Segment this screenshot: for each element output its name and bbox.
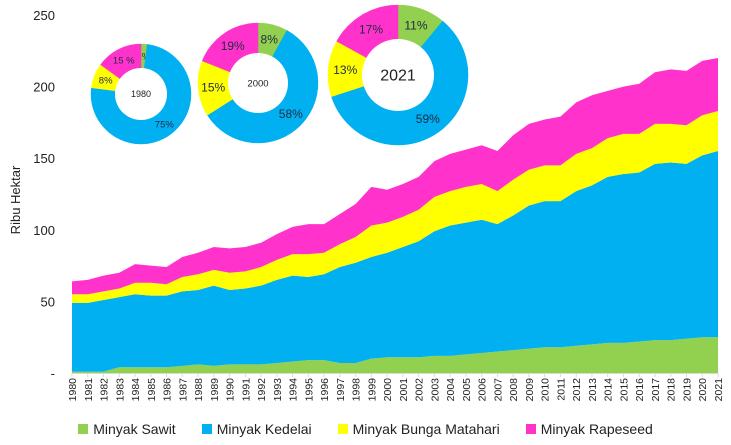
- x-tick-label: 1983: [114, 378, 126, 402]
- area-minyak-rapeseed: [72, 57, 718, 295]
- x-tick-label: 1988: [193, 378, 205, 402]
- x-tick-label: 2017: [650, 378, 662, 402]
- x-tick-label: 2009: [524, 378, 536, 402]
- legend-label: Minyak Sawit: [93, 421, 176, 437]
- y-tick-label: 100: [33, 223, 55, 238]
- legend-item-rapeseed: Minyak Rapeseed: [525, 418, 653, 440]
- donut-slice-label: 59%: [416, 112, 440, 126]
- donut-slice-label: 2%: [137, 51, 151, 62]
- x-tick-label: 2012: [571, 378, 583, 402]
- legend-item-kedelai: Minyak Kedelai: [201, 418, 312, 440]
- x-tick-label: 2002: [414, 378, 426, 402]
- x-tick-label: 2003: [429, 378, 441, 402]
- legend: Minyak Sawit Minyak Kedelai Minyak Bunga…: [0, 418, 731, 440]
- donut-slice-label: 11%: [404, 18, 427, 32]
- donut-2000: 8% 58% 15% 19% 2000: [197, 22, 319, 144]
- donut-center-label: 2000: [247, 78, 268, 89]
- donut-slice-label: 75%: [155, 119, 175, 130]
- legend-swatch: [337, 424, 348, 434]
- x-tick-label: 1996: [319, 378, 331, 402]
- donut-1980: 2% 75% 8%15 % 1980: [90, 43, 192, 145]
- x-tick-label: 2021: [713, 378, 725, 402]
- x-tick-label: 1991: [240, 378, 252, 402]
- x-tick-label: 2006: [477, 378, 489, 402]
- donut-2021: 11% 59% 13% 17% 2021: [327, 4, 469, 146]
- donut-center-label: 2021: [380, 68, 416, 85]
- y-tick-label: 250: [33, 8, 55, 23]
- area-minyak-kedelai: [72, 151, 718, 372]
- x-axis: 1980 1981 1982 1983 1984 1985 1986 1987 1988 1989…: [67, 373, 725, 401]
- donut-center-label: 1980: [131, 89, 151, 99]
- y-axis-label: Ribu Hektar: [8, 165, 23, 234]
- x-tick-label: 1984: [130, 378, 142, 402]
- donut-slice-label: 8%: [99, 75, 113, 86]
- x-tick-label: 2011: [555, 378, 567, 401]
- donut-slice-label: 17%: [359, 23, 383, 37]
- y-tick-label: 150: [33, 151, 55, 166]
- donut-charts: 2%75%8%15 %19808%58%15%19%200011%59%13%1…: [90, 4, 469, 146]
- donut-slice-label: 13%: [333, 63, 357, 77]
- legend-swatch: [201, 424, 212, 434]
- x-tick-label: 2013: [587, 378, 599, 402]
- legend-swatch: [525, 424, 536, 434]
- legend-item-sawit: Minyak Sawit: [78, 418, 176, 440]
- y-tick-label: 200: [33, 80, 55, 95]
- x-tick-label: 1993: [272, 378, 284, 402]
- x-tick-label: 2010: [540, 378, 552, 402]
- donut-slice-label: 19%: [221, 39, 245, 53]
- x-tick-label: 1995: [303, 378, 315, 402]
- x-tick-label: 1980: [67, 378, 79, 402]
- area-minyak-sawit: [72, 337, 718, 373]
- legend-label: Minyak Kedelai: [216, 421, 312, 437]
- x-tick-label: 2007: [492, 378, 504, 402]
- donut-slice-label: 15 %: [113, 55, 135, 66]
- y-tick-label: -: [51, 366, 55, 381]
- x-tick-label: 2014: [603, 378, 615, 402]
- x-tick-label: 1987: [177, 378, 189, 402]
- x-tick-label: 1998: [351, 378, 363, 402]
- x-tick-label: 2005: [461, 378, 473, 402]
- legend-label: Minyak Bunga Matahari: [352, 421, 500, 437]
- donut-hole: [115, 68, 167, 120]
- donut-slice-label: 58%: [279, 107, 303, 121]
- donut-slice-label: 8%: [261, 33, 279, 47]
- x-tick-label: 2015: [618, 378, 630, 402]
- donut-hole: [228, 53, 288, 113]
- x-tick-label: 1981: [83, 378, 95, 402]
- x-tick-label: 2019: [681, 378, 693, 402]
- x-tick-label: 2001: [398, 378, 410, 402]
- x-tick-label: 1992: [256, 378, 268, 402]
- legend-swatch: [78, 424, 89, 434]
- x-tick-label: 1986: [162, 378, 174, 402]
- x-tick-label: 1989: [209, 378, 221, 402]
- y-axis: - 50 100 150 200 250: [33, 8, 55, 381]
- x-tick-label: 2000: [382, 378, 394, 402]
- x-tick-label: 1997: [335, 378, 347, 402]
- x-tick-label: 2020: [697, 378, 709, 402]
- donut-hole: [362, 39, 434, 111]
- y-tick-label: 50: [41, 294, 55, 309]
- x-tick-label: 2008: [508, 378, 520, 402]
- area-minyak-bunga-matahari: [72, 110, 718, 303]
- x-tick-label: 1994: [288, 378, 300, 402]
- x-tick-label: 2016: [634, 378, 646, 402]
- area-layers: [72, 57, 718, 373]
- x-tick-label: 1990: [225, 378, 237, 402]
- x-tick-label: 1985: [146, 378, 158, 402]
- legend-item-bunga-matahari: Minyak Bunga Matahari: [337, 418, 500, 440]
- x-tick-label: 2018: [666, 378, 678, 402]
- x-tick-label: 2004: [445, 378, 457, 402]
- x-tick-label: 1999: [366, 378, 378, 402]
- legend-label: Minyak Rapeseed: [540, 421, 653, 437]
- x-tick-label: 1982: [99, 378, 111, 402]
- donut-slice-label: 15%: [201, 80, 225, 94]
